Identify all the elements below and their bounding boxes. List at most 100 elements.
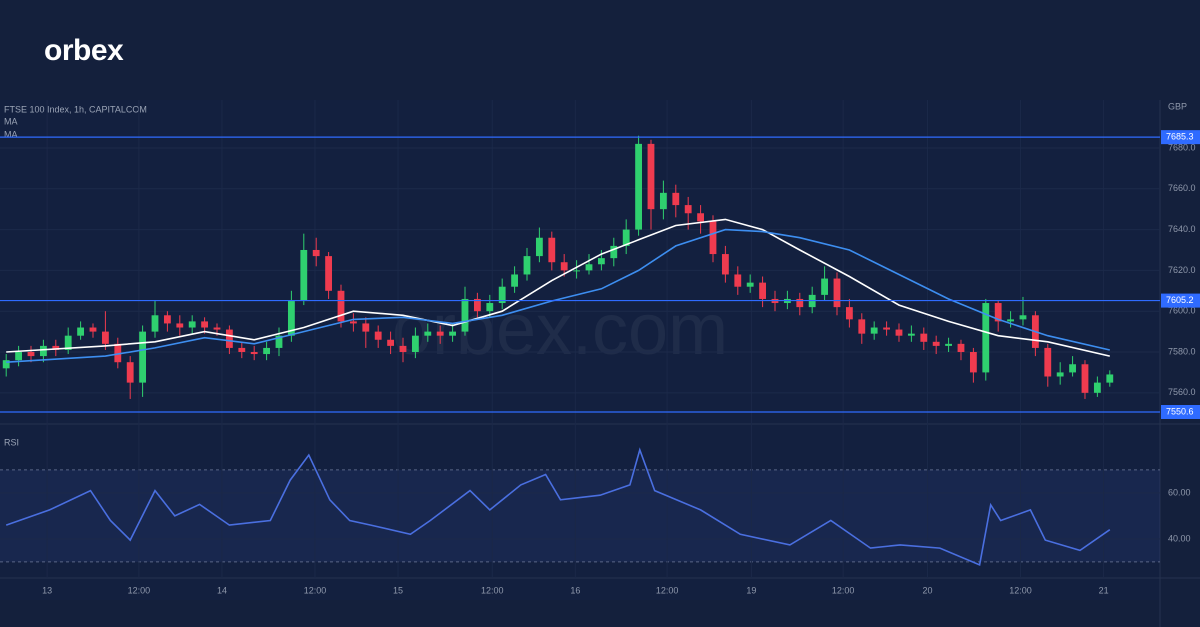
candle-body xyxy=(548,237,556,263)
candle-body xyxy=(300,249,308,301)
candle-body xyxy=(287,300,295,336)
candle-body xyxy=(213,327,221,330)
candle-body xyxy=(225,329,233,348)
candle-body xyxy=(957,343,965,353)
candle-body xyxy=(449,331,457,336)
x-tick-label: 20 xyxy=(922,585,932,595)
candle-body xyxy=(337,290,345,322)
candle-body xyxy=(945,343,952,346)
candle-body xyxy=(672,192,680,206)
y-tick-label: 7560.0 xyxy=(1168,387,1196,397)
candle-body xyxy=(684,205,692,214)
candle-body xyxy=(659,192,667,210)
candle-body xyxy=(2,360,10,369)
rsi-band-fill xyxy=(0,469,1160,562)
candle-body xyxy=(362,323,370,332)
candle-body xyxy=(1081,364,1089,393)
candle-body xyxy=(523,256,531,275)
candle-body xyxy=(573,270,580,272)
candle-body xyxy=(920,333,928,342)
x-tick-label: 14 xyxy=(217,585,227,595)
level-tag xyxy=(1161,405,1200,420)
level-tag xyxy=(1161,293,1200,308)
candle-body xyxy=(349,321,357,324)
candle-body xyxy=(473,298,481,312)
currency-label: GBP xyxy=(1168,101,1187,111)
y-tick-label: 7660.0 xyxy=(1168,183,1196,193)
candle-body xyxy=(734,274,742,287)
candle-body xyxy=(101,331,109,344)
candle-body xyxy=(275,335,283,348)
candle-body xyxy=(201,321,209,328)
candle-body xyxy=(387,339,395,346)
candle-body xyxy=(126,362,134,383)
candle-body xyxy=(635,143,642,230)
candle-body xyxy=(1093,382,1101,393)
candle-body xyxy=(325,256,333,291)
logo: orbex xyxy=(44,34,124,67)
candle-body xyxy=(597,258,605,265)
candle-body xyxy=(746,282,754,287)
x-tick-label: 12:00 xyxy=(304,585,327,595)
candle-body xyxy=(89,327,97,332)
candle-body xyxy=(188,321,196,328)
candle-body xyxy=(870,327,878,334)
candle-body xyxy=(151,315,159,332)
indicator-title: RSI xyxy=(4,437,19,447)
candle-body xyxy=(969,352,977,373)
candle-body xyxy=(1044,347,1052,377)
level-label: 7550.6 xyxy=(1166,406,1194,416)
candle-body xyxy=(1056,372,1064,377)
x-tick-label: 12:00 xyxy=(481,585,504,595)
moving-average-line xyxy=(6,218,1110,357)
candle-body xyxy=(64,335,72,350)
candle-body xyxy=(77,327,85,336)
candle-body xyxy=(585,264,593,271)
candle-body xyxy=(622,229,630,246)
candle-body xyxy=(709,221,717,255)
candle-body xyxy=(796,298,804,308)
candle-body xyxy=(498,286,506,304)
symbol-title: FTSE 100 Index, 1h, CAPITALCOM xyxy=(4,104,147,114)
candle-body xyxy=(994,303,1002,322)
x-tick-label: 12:00 xyxy=(656,585,679,595)
level-label: 7685.3 xyxy=(1166,132,1194,142)
candle-body xyxy=(560,262,568,271)
candle-body xyxy=(176,323,184,328)
legend-entry: MA xyxy=(4,129,18,139)
candle-body xyxy=(399,345,407,353)
candle-body xyxy=(535,237,543,257)
candle-body xyxy=(238,347,246,353)
y-tick-label: 40.00 xyxy=(1168,533,1191,543)
y-tick-label: 7620.0 xyxy=(1168,265,1196,275)
candle-body xyxy=(163,315,171,324)
y-tick-label: 7680.0 xyxy=(1168,142,1196,152)
candle-body xyxy=(250,352,258,355)
candle-body xyxy=(139,331,147,383)
x-tick-label: 19 xyxy=(746,585,756,595)
candle-body xyxy=(52,345,60,350)
level-tag xyxy=(1161,130,1200,145)
candle-body xyxy=(1019,315,1027,320)
candle-body xyxy=(263,347,271,355)
candle-body xyxy=(833,278,841,308)
candle-body xyxy=(436,331,444,336)
candle-body xyxy=(1106,374,1114,383)
candle-body xyxy=(821,278,828,295)
candle-body xyxy=(312,249,320,257)
candle-body xyxy=(697,213,704,222)
level-label: 7605.2 xyxy=(1166,295,1194,305)
candle-body xyxy=(982,303,990,373)
candle-body xyxy=(895,329,903,336)
candle-body xyxy=(759,282,766,299)
candle-body xyxy=(27,352,35,357)
candle-body xyxy=(461,298,469,332)
x-tick-label: 13 xyxy=(42,585,52,595)
candle-body xyxy=(374,331,382,340)
legend-entry: MA xyxy=(4,116,18,126)
candle-body xyxy=(932,341,940,346)
rsi-line xyxy=(5,447,1111,567)
chart-area xyxy=(0,100,1160,600)
y-tick-label: 60.00 xyxy=(1168,487,1191,497)
